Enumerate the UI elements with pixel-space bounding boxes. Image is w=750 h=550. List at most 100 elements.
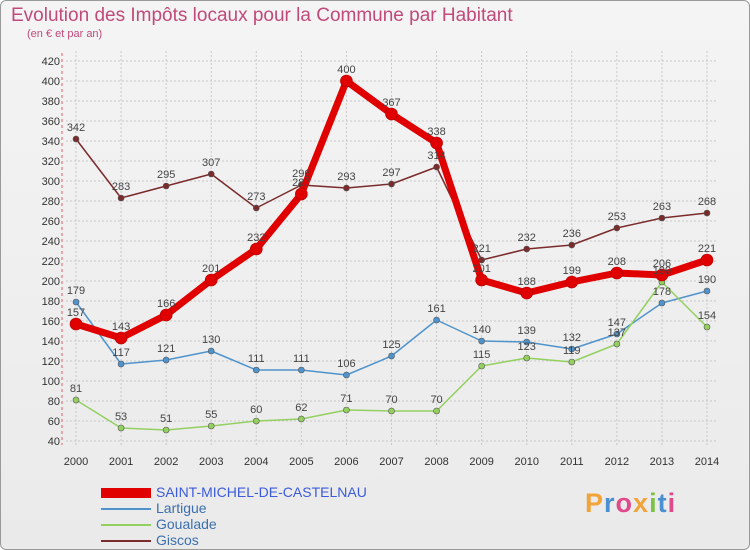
data-label-goualade: 70: [385, 394, 397, 406]
data-label-lartigue: 111: [293, 353, 310, 365]
data-label-goualade: 119: [563, 345, 581, 357]
point-lartigue: [613, 330, 621, 338]
y-tick-label: 420: [42, 56, 60, 68]
point-giscos: [72, 135, 80, 143]
point-saint-michel-de-castelnau: [565, 275, 579, 289]
chart-subtitle: (en € et par an): [27, 28, 103, 40]
data-label-giscos: 268: [698, 196, 716, 208]
x-tick-label: 2010: [514, 456, 538, 468]
y-tick-label: 40: [48, 436, 60, 448]
y-tick-label: 220: [42, 256, 60, 268]
data-label-saint-michel-de-castelnau: 232: [247, 232, 265, 244]
point-lartigue: [72, 298, 80, 306]
point-lartigue: [388, 352, 395, 360]
x-tick-label: 2009: [469, 456, 493, 468]
y-tick-label: 60: [48, 416, 60, 428]
point-saint-michel-de-castelnau: [249, 242, 263, 256]
data-label-goualade: 137: [608, 327, 626, 339]
point-giscos: [568, 241, 576, 249]
data-label-saint-michel-de-castelnau: 208: [608, 256, 626, 268]
point-saint-michel-de-castelnau: [385, 107, 398, 121]
legend-swatch: [101, 488, 151, 498]
point-goualade: [252, 417, 260, 425]
point-goualade: [433, 407, 440, 415]
y-tick-label: 400: [42, 76, 60, 88]
data-label-goualade: 199: [653, 265, 671, 277]
point-lartigue: [523, 338, 531, 346]
legend-swatch: [101, 540, 151, 542]
legend-swatch: [101, 508, 151, 510]
data-label-saint-michel-de-castelnau: 166: [157, 298, 175, 310]
data-label-giscos: 273: [247, 191, 265, 203]
point-goualade: [613, 340, 621, 348]
x-tick-label: 2008: [424, 456, 448, 468]
data-label-giscos: 295: [157, 169, 175, 181]
point-saint-michel-de-castelnau: [340, 74, 353, 88]
data-label-saint-michel-de-castelnau: 221: [698, 243, 716, 255]
data-label-giscos: 263: [653, 201, 671, 213]
point-lartigue: [478, 337, 485, 345]
point-saint-michel-de-castelnau: [114, 331, 128, 345]
legend-swatch: [101, 524, 151, 526]
point-saint-michel-de-castelnau: [475, 273, 488, 287]
data-label-giscos: 297: [382, 167, 400, 179]
point-lartigue: [658, 299, 666, 307]
data-label-goualade: 60: [250, 404, 262, 416]
point-giscos: [252, 204, 260, 212]
data-label-giscos: 221: [472, 243, 490, 255]
point-goualade: [117, 424, 125, 432]
point-lartigue: [343, 371, 350, 379]
point-giscos: [117, 194, 125, 202]
data-label-goualade: 115: [473, 349, 491, 361]
y-tick-label: 140: [42, 336, 60, 348]
logo-letter: r: [604, 488, 616, 518]
y-tick-label: 380: [42, 96, 60, 108]
data-label-lartigue: 106: [337, 358, 355, 370]
point-lartigue: [207, 347, 215, 355]
x-tick-label: 2004: [244, 456, 268, 468]
y-tick-label: 80: [48, 396, 60, 408]
data-label-giscos: 296: [292, 168, 310, 180]
point-goualade: [72, 396, 80, 404]
data-label-saint-michel-de-castelnau: 157: [67, 307, 85, 319]
y-tick-label: 120: [42, 356, 60, 368]
point-goualade: [207, 422, 215, 430]
point-giscos: [613, 224, 621, 232]
x-tick-label: 2000: [64, 456, 88, 468]
point-lartigue: [252, 366, 260, 374]
data-label-goualade: 51: [160, 413, 172, 425]
data-label-giscos: 232: [518, 232, 536, 244]
y-tick-label: 260: [42, 216, 60, 228]
data-label-lartigue: 161: [427, 303, 445, 315]
data-label-saint-michel-de-castelnau: 287: [292, 177, 310, 189]
point-lartigue: [117, 360, 125, 368]
logo-letter: P: [585, 488, 605, 518]
data-label-saint-michel-de-castelnau: 188: [518, 276, 536, 288]
point-lartigue: [568, 345, 576, 353]
data-label-lartigue: 130: [202, 334, 220, 346]
legend-label: Giscos: [156, 532, 199, 548]
point-saint-michel-de-castelnau: [700, 253, 714, 267]
data-label-lartigue: 179: [67, 285, 85, 297]
data-label-saint-michel-de-castelnau: 338: [427, 126, 445, 138]
point-saint-michel-de-castelnau: [610, 266, 624, 280]
x-tick-label: 2007: [379, 456, 403, 468]
legend-label: Lartigue: [156, 500, 207, 516]
data-label-goualade: 154: [698, 310, 716, 322]
y-tick-label: 300: [42, 176, 60, 188]
chart-title: Evolution des Impôts locaux pour la Comm…: [11, 5, 513, 26]
point-saint-michel-de-castelnau: [295, 187, 308, 201]
point-lartigue: [162, 356, 170, 364]
point-saint-michel-de-castelnau: [430, 136, 443, 150]
data-label-saint-michel-de-castelnau: 199: [563, 265, 581, 277]
point-saint-michel-de-castelnau: [69, 317, 83, 331]
data-label-lartigue: 132: [563, 332, 581, 344]
x-tick-label: 2014: [695, 456, 719, 468]
logo-letter: i: [649, 488, 658, 518]
data-label-lartigue: 147: [608, 317, 626, 329]
point-giscos: [207, 170, 215, 178]
x-tick-label: 2013: [650, 456, 674, 468]
point-saint-michel-de-castelnau: [655, 268, 669, 282]
point-goualade: [703, 323, 711, 331]
